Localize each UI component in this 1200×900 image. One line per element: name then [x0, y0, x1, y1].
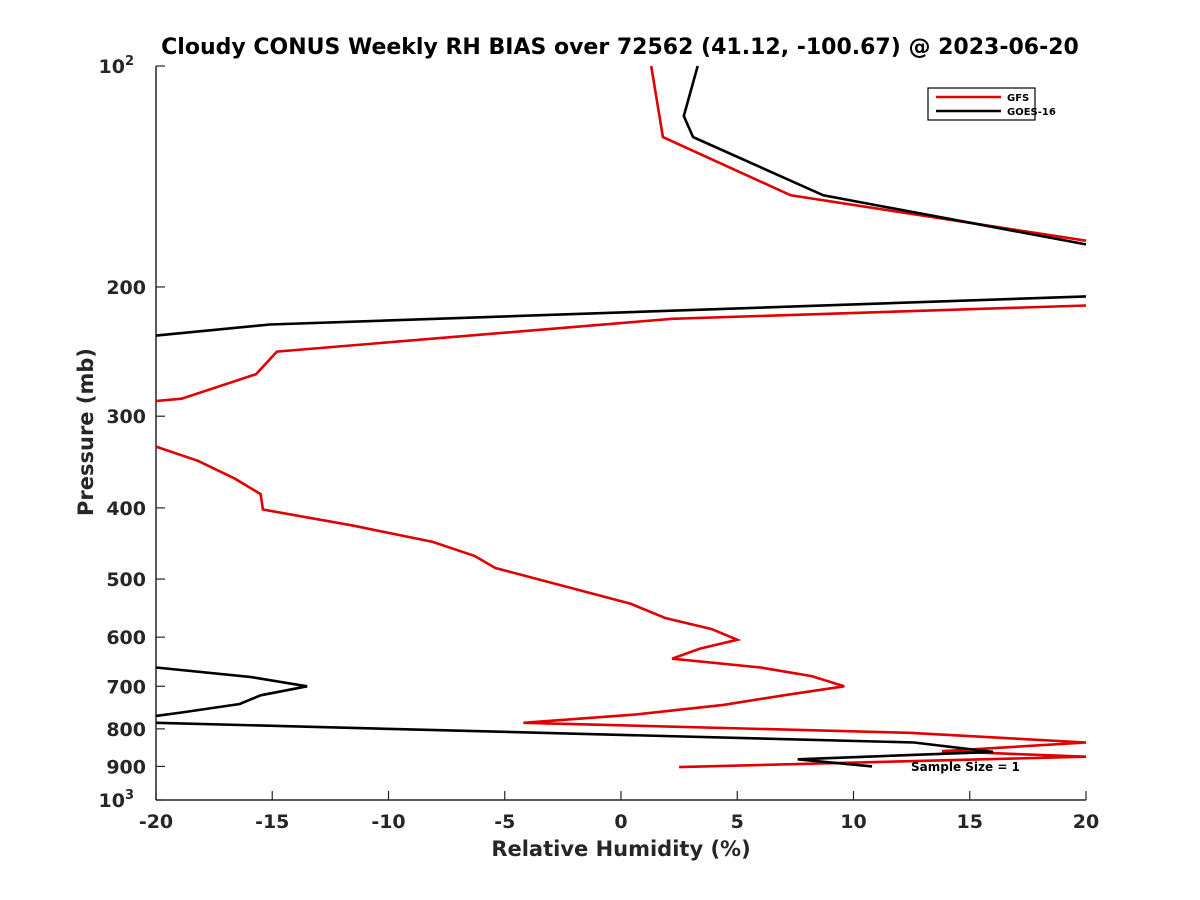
- series-line-goes16: [155, 65, 1087, 768]
- legend: GFS GOES-16: [927, 87, 1056, 121]
- x-tick-label: -20: [139, 811, 173, 833]
- chart-title: Cloudy CONUS Weekly RH BIAS over 72562 (…: [161, 35, 1079, 60]
- plot-frame: [155, 66, 1086, 801]
- y-tick-label: 300: [106, 406, 146, 428]
- x-tick-label: 0: [614, 811, 627, 833]
- y-tick-label: 400: [106, 498, 146, 520]
- y-tick-label: 800: [106, 719, 146, 741]
- y-tick-label: 700: [106, 676, 146, 698]
- legend-label-goes16: GOES-16: [1007, 107, 1056, 118]
- x-tick-label: 20: [1073, 811, 1099, 833]
- x-ticks: -20 -15 -10 -5 0 5 10 15 20: [139, 791, 1099, 833]
- legend-box: [927, 87, 1036, 121]
- y-tick-label: 103: [99, 788, 135, 812]
- y-tick-label: 200: [106, 277, 146, 299]
- x-tick-label: -5: [494, 811, 515, 833]
- x-tick-label: 10: [840, 811, 866, 833]
- x-tick-label: 15: [957, 811, 983, 833]
- x-axis-label: Relative Humidity (%): [491, 837, 750, 861]
- sample-size-annotation: Sample Size = 1: [911, 760, 1020, 774]
- y-tick-label: 600: [106, 627, 146, 649]
- x-tick-label: -15: [255, 811, 289, 833]
- x-tick-label: -10: [371, 811, 405, 833]
- series-layer: [155, 65, 1087, 769]
- series-line-gfs: [155, 65, 1087, 769]
- y-tick-label: 900: [106, 756, 146, 778]
- y-ticks: 102 200 300 400 500 600 700 800 900 103: [99, 54, 165, 812]
- y-axis-label: Pressure (mb): [74, 348, 98, 516]
- legend-label-gfs: GFS: [1007, 93, 1029, 104]
- y-tick-label: 102: [99, 54, 135, 78]
- x-tick-label: 5: [731, 811, 744, 833]
- y-tick-label: 500: [106, 569, 146, 591]
